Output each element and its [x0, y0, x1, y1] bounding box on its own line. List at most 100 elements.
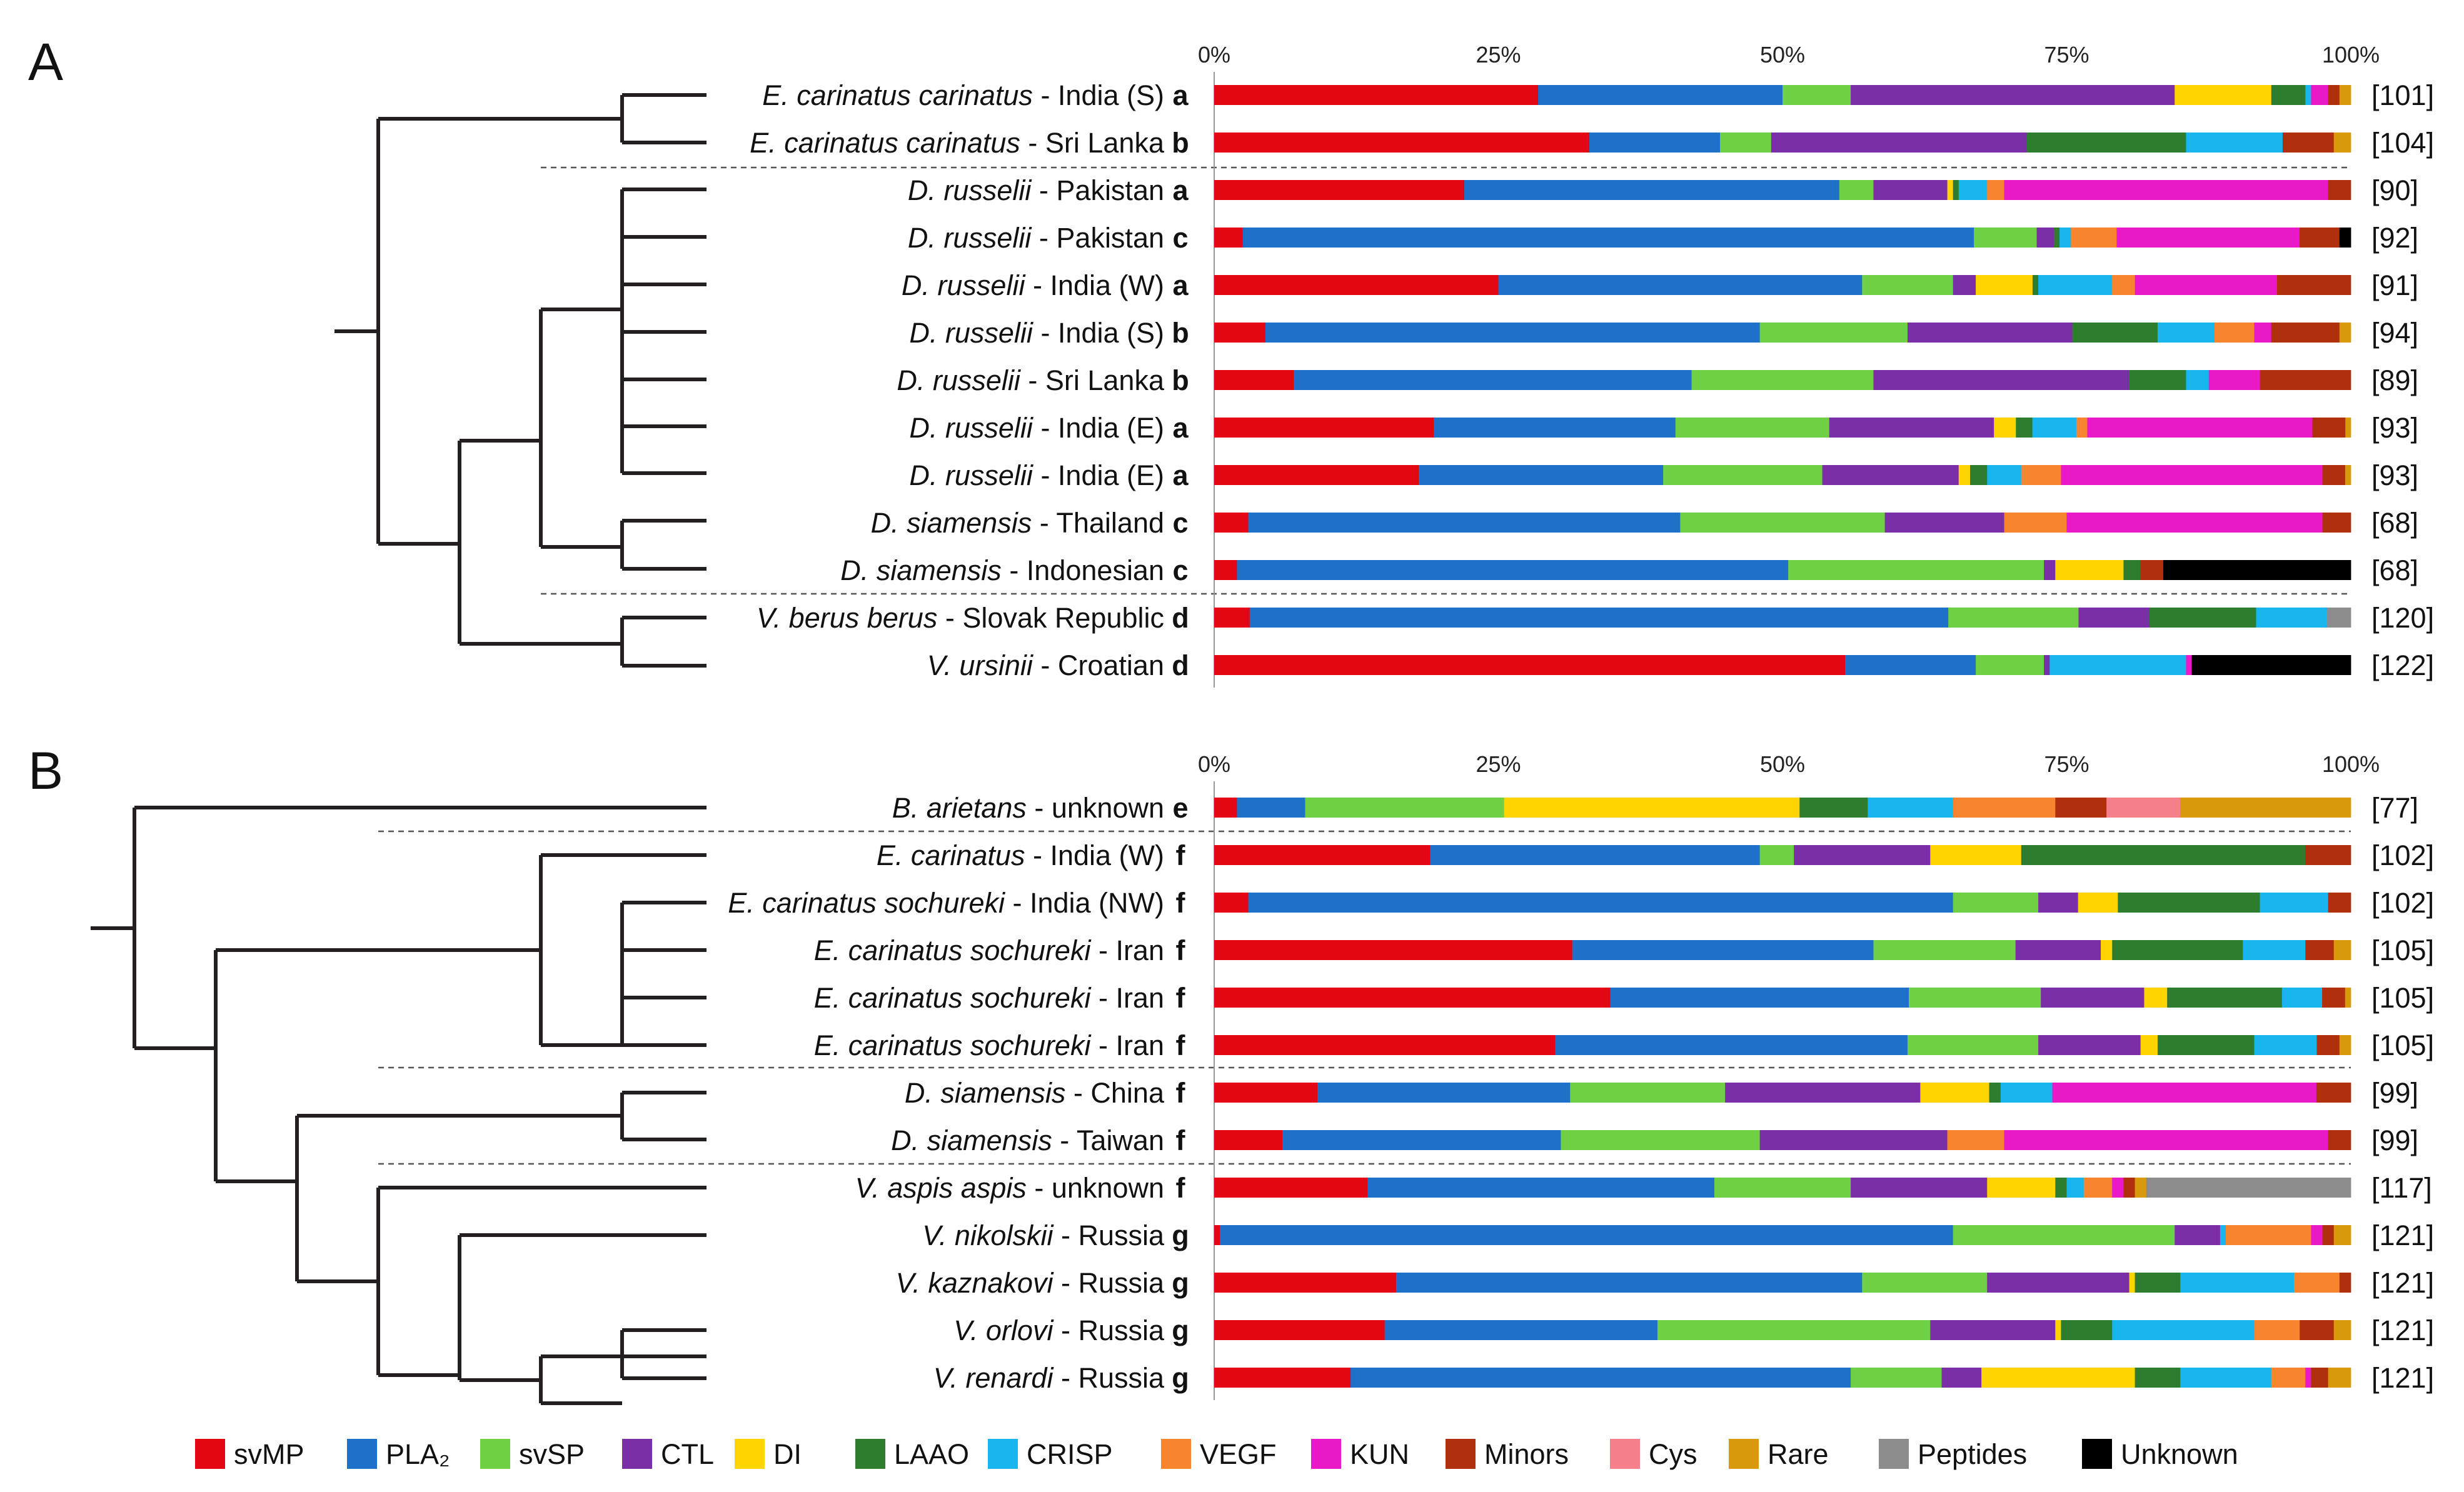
panel-a-bar-segment-rare: [2339, 85, 2351, 105]
legend-label-cys: Cys: [1649, 1438, 1697, 1470]
panel-a-bar-segment-svsp: [1862, 275, 1954, 295]
panel-b-species-label: E. carinatus - India (W): [877, 839, 1164, 871]
legend-label-kun: KUN: [1350, 1438, 1409, 1470]
panel-a-bar-segment-svsp: [1976, 655, 2044, 675]
legend-label-vegf: VEGF: [1200, 1438, 1277, 1470]
legend-swatch-kun: [1311, 1439, 1341, 1469]
panel-b-bar-segment-laao: [1989, 1083, 2001, 1103]
panel-b-reference: [99]: [2371, 1077, 2418, 1109]
panel-b-bar-segment-pla2: [1555, 1035, 1908, 1055]
panel-a-method-code: d: [1172, 602, 1189, 634]
panel-a-bar-segment-laao: [2129, 370, 2186, 390]
panel-b-reference: [105]: [2371, 1029, 2434, 1061]
panel-b-reference: [117]: [2371, 1172, 2432, 1204]
panel-a-bar-segment-crisp: [2032, 418, 2077, 438]
panel-a-bar-segment-minors: [2312, 418, 2346, 438]
panel-a-reference: [93]: [2371, 459, 2418, 491]
panel-b-reference: [99]: [2371, 1124, 2418, 1156]
panel-a-bar-segment-laao: [2271, 85, 2306, 105]
legend-swatch-minors: [1446, 1439, 1476, 1469]
panel-a-bar-segment-svsp: [1759, 323, 1908, 343]
panel-b-bar-segment-svmp: [1214, 1130, 1283, 1150]
panel-a-bar-segment-laao: [2053, 228, 2060, 248]
panel-b-bar-segment-crisp: [2254, 1035, 2317, 1055]
panel-a-reference: [120]: [2371, 602, 2434, 634]
panel-b-bar-segment-laao: [2167, 988, 2283, 1008]
panel-a-bar-segment-vegf: [2021, 465, 2061, 485]
species-name: D. russelii: [897, 364, 1022, 396]
panel-b-bar-segment-svsp: [1851, 1368, 1942, 1388]
panel-a-reference: [104]: [2371, 127, 2434, 159]
panel-b-method-code: f: [1176, 839, 1186, 871]
panel-a-bar-segment-svmp: [1214, 133, 1590, 153]
panel-b-bar-segment-kun: [2004, 1130, 2329, 1150]
panel-a-species-label: D. siamensis - Thailand: [871, 507, 1164, 539]
panel-a-bar-segment-kun: [2004, 180, 2329, 200]
panel-b-species-label: D. siamensis - Taiwan: [891, 1124, 1164, 1156]
panel-a-bar-segment-pla2: [1464, 180, 1840, 200]
panel-a-bar-segment-svmp: [1214, 418, 1434, 438]
panel-b-bar-segment-pla2: [1248, 893, 1954, 913]
legend-swatch-unknown: [2082, 1439, 2112, 1469]
panel-a-bar-segment-minors: [2271, 323, 2340, 343]
panel-a-reference: [91]: [2371, 269, 2418, 301]
panel-b-bar-segment-ctl: [1987, 1273, 2130, 1293]
species-locality: - India (NW): [1005, 887, 1164, 919]
panel-b-bar-segment-svmp: [1214, 893, 1249, 913]
panel-b-method-code: f: [1176, 1077, 1186, 1109]
panel-a-method-code: c: [1172, 507, 1188, 539]
panel-b-method-code: f: [1176, 982, 1186, 1014]
species-name: V. ursinii: [927, 649, 1034, 681]
species-locality: - Slovak Republic: [937, 602, 1164, 634]
panel-a-bar-segment-pla2: [1844, 655, 1976, 675]
panel-b-method-code: g: [1172, 1219, 1189, 1251]
panel-b-bar-segment-svmp: [1214, 1320, 1385, 1340]
species-name: D. russelii: [908, 174, 1033, 206]
panel-a-species-label: D. siamensis - Indonesian: [840, 554, 1164, 586]
panel-b-species-label: E. carinatus sochureki - India (NW): [728, 887, 1164, 919]
legend-swatch-cys: [1610, 1439, 1640, 1469]
panel-a-bar-segment-minors: [2140, 560, 2164, 580]
panel-a-x-tick-label: 25%: [1476, 42, 1521, 68]
phylogenetic-tree-a: [334, 93, 707, 668]
panel-b-bar-segment-svsp: [1714, 1178, 1851, 1198]
panel-b-bar-segment-kun: [2305, 1368, 2311, 1388]
panel-a-bar-segment-rare: [2339, 323, 2351, 343]
panel-a-method-code: a: [1172, 412, 1189, 444]
panel-a-bar-segment-pla2: [1538, 85, 1783, 105]
species-name: B. arietans: [892, 792, 1027, 824]
panel-a-bar-segment-minors: [2328, 85, 2340, 105]
panel-b-bar-segment-crisp: [2260, 893, 2329, 913]
panel-b-reference: [77]: [2371, 792, 2418, 824]
panel-b-bar-segment-di: [1987, 1178, 2056, 1198]
panel-a-bar-segment-pla2: [1419, 465, 1664, 485]
panel-b-reference: [105]: [2371, 934, 2434, 966]
panel-b-bar-segment-minors: [2328, 1130, 2351, 1150]
panel-b-bar-segment-di: [2101, 940, 2113, 960]
panel-b-bar-segment-minors: [2123, 1178, 2135, 1198]
panel-b-bar-segment-di: [2144, 988, 2168, 1008]
panel-a-bar-segment-ctl: [1851, 85, 2175, 105]
panel-a-bar-segment-pla2: [1265, 323, 1761, 343]
panel-b-method-code: g: [1172, 1267, 1189, 1299]
species-locality: - India (E): [1033, 412, 1164, 444]
panel-a-bar-segment-rare: [2345, 418, 2351, 438]
legend-label-svsp: svSP: [519, 1438, 585, 1470]
species-locality: - Sri Lanka: [1020, 127, 1165, 159]
panel-b-bar-segment-ctl: [2175, 1225, 2221, 1245]
panel-a-x-tick-label: 100%: [2322, 42, 2380, 68]
panel-a-bar-segment-pla2: [1498, 275, 1863, 295]
panel-a-species-label: D. russelii - Sri Lanka: [897, 364, 1165, 396]
panel-a-bar-segment-kun: [2066, 513, 2323, 533]
species-locality: - unknown: [1027, 792, 1164, 824]
panel-a-bar-segment-svmp: [1214, 275, 1499, 295]
panel-a-species-label: E. carinatus carinatus - India (S): [762, 79, 1164, 111]
species-name: E. carinatus sochureki: [814, 934, 1092, 966]
panel-b-bar-segment-vegf: [2226, 1225, 2311, 1245]
panel-b-bar-segment-svsp: [1909, 988, 2041, 1008]
panel-a-bar-segment-ctl: [1907, 323, 2073, 343]
panel-a-bar-segment-minors: [2299, 228, 2340, 248]
species-locality: - Taiwan: [1052, 1124, 1164, 1156]
panel-b-method-code: e: [1172, 792, 1188, 824]
panel-b-bar-segment-di: [1920, 1083, 1989, 1103]
